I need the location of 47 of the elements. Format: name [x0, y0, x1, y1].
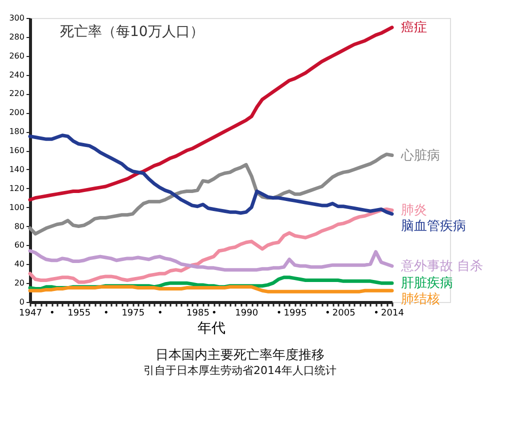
y-tick-label: 260: [9, 51, 24, 60]
x-tick-label: 1990: [235, 308, 258, 318]
y-tick-label: 120: [9, 184, 24, 193]
y-tick-label: 160: [9, 146, 24, 156]
y-tick-label: 60: [14, 240, 24, 250]
x-tick-label: •: [374, 308, 379, 318]
text: 引自于日本厚生劳动省2014年人口统计: [144, 364, 336, 377]
y-tick-label: 0: [19, 298, 24, 306]
x-tick-label: •: [49, 308, 55, 318]
y-tick-label: 220: [9, 89, 24, 98]
x-tick-label: •: [158, 308, 163, 318]
series-label: 肝脏疾病: [401, 276, 453, 292]
x-tick-label: 1985: [186, 308, 210, 318]
line-series: [28, 134, 394, 216]
series-label: 肺结核: [401, 292, 440, 308]
series-label: 癌症: [401, 20, 427, 36]
y-tick-label: 80: [14, 222, 24, 231]
y-tick-label: 180: [9, 127, 24, 136]
x-tick-label: •: [325, 308, 330, 318]
text: 日本国内主要死亡率年度推移: [156, 347, 324, 363]
y-tick-label: 280: [9, 32, 24, 42]
x-axis-title: 年代: [198, 320, 226, 336]
y-tick-label: 20: [14, 278, 24, 288]
x-tick-label: •: [212, 308, 217, 318]
y-tick-label: 300: [9, 14, 24, 22]
x-tick-label: 2005: [332, 308, 356, 318]
y-tick-label: 140: [9, 164, 24, 174]
series-label: 脑血管疾病: [401, 219, 466, 234]
x-tick-label: •: [276, 308, 282, 318]
x-tick-label: 1975: [122, 308, 145, 318]
y-axis-title: 死亡率（每10万人口）: [60, 24, 204, 40]
series-label: 意外事故 自杀: [400, 259, 484, 274]
x-tick-label: 1955: [68, 308, 91, 318]
x-tick-label: 1995: [284, 308, 307, 318]
y-tick-label: 40: [14, 260, 24, 269]
y-tick-label: 240: [9, 70, 24, 80]
x-tick-label: 2014: [381, 308, 404, 318]
x-tick-label: 1947: [19, 308, 42, 318]
series-label: 肺炎: [401, 203, 427, 218]
series-label: 心脏病: [400, 147, 440, 164]
line-series: [28, 207, 394, 284]
line-series: [28, 26, 394, 202]
x-tick-label: •: [103, 308, 109, 318]
y-tick-label: 200: [9, 108, 24, 118]
y-tick-label: 100: [9, 202, 24, 212]
line-series: [28, 249, 394, 272]
line-series: [28, 152, 394, 236]
